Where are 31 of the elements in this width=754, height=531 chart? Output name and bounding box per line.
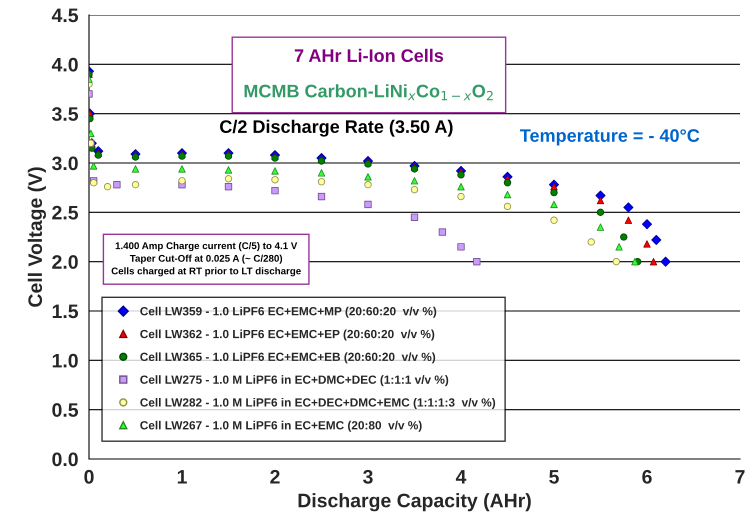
annotation: C/2 Discharge Rate (3.50 A) — [220, 120, 453, 137]
y-tick-label: 2.0 — [52, 255, 78, 269]
y-axis-title: Cell Voltage (V) — [28, 167, 46, 307]
annotation: Temperature = - 40°C — [520, 129, 700, 146]
x-tick-label: 7 — [735, 470, 745, 484]
y-tick-label: 4.5 — [52, 8, 78, 22]
x-tick-label: 3 — [363, 470, 373, 484]
legend-label: Cell LW365 - 1.0 LiPF6 EC+EMC+EB (20:60:20 v/v %) — [140, 352, 436, 364]
y-tick-label: 4.0 — [52, 58, 78, 72]
legend-label: Cell LW282 - 1.0 M LiPF6 in EC+DEC+DMC+EMC (1:1:1:3 v/v %) — [140, 398, 496, 409]
annotation: 1.400 Amp Charge current (C/5) to 4.1 V Taper Cut-Off at 0.025 A (~ C/280) Cells charged at RT prior to LT discharge — [112, 242, 301, 276]
legend-label: Cell LW359 - 1.0 LiPF6 EC+EMC+MP (20:60:20 v/v %) — [140, 306, 436, 318]
text: MCMB Carbon-LiNi$_{x}$Co$_{1−x}$O$_{2}$ — [244, 84, 493, 100]
y-tick-label: 2.5 — [52, 206, 78, 220]
legend-label: Cell LW275 - 1.0 M LiPF6 in EC+DMC+DEC (1:1:1 v/v %) — [140, 375, 448, 386]
x-tick-label: 1 — [178, 470, 187, 484]
x-tick-label: 6 — [642, 470, 652, 484]
y-tick-label: 3.0 — [52, 156, 78, 170]
y-tick-label: 0.0 — [52, 452, 78, 466]
legend-label: Cell LW362 - 1.0 LiPF6 EC+EMC+EP (20:60:20 v/v %) — [140, 330, 434, 341]
x-axis-title: Discharge Capacity (AHr) — [298, 493, 531, 512]
y-tick-label: 1.0 — [52, 354, 78, 368]
legend-label: Cell LW267 - 1.0 M LiPF6 in EC+EMC (20:80 v/v %) — [140, 420, 422, 432]
y-tick-label: 1.5 — [52, 304, 78, 318]
y-tick-label: 0.5 — [52, 403, 78, 417]
x-tick-label: 5 — [549, 470, 559, 484]
x-tick-label: 2 — [270, 470, 280, 484]
x-tick-label: 0 — [84, 470, 94, 484]
text: 7 AHr Li-Ion Cells — [294, 48, 444, 62]
x-tick-label: 4 — [456, 470, 466, 484]
y-tick-label: 3.5 — [52, 107, 78, 121]
